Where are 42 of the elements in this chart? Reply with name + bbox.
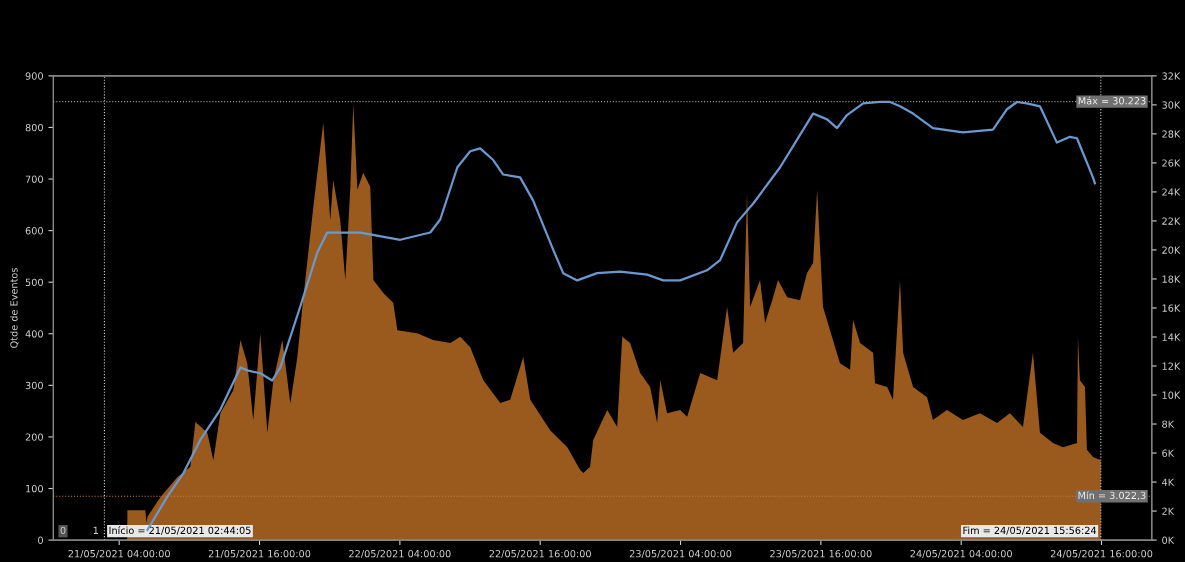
x-tick-label: 22/05/2021 16:00:00 (489, 549, 591, 559)
x-tick-label: 24/05/2021 04:00:00 (910, 549, 1012, 559)
x-tick-label: 22/05/2021 04:00:00 (349, 549, 451, 559)
y-tick-label: 600 (25, 227, 43, 235)
y2-tick-label: 18K (1162, 275, 1181, 283)
y-tick-label: 300 (25, 381, 43, 390)
y-tick-label: 900 (25, 72, 43, 80)
y-tick-label: 0 (38, 536, 43, 544)
y2-tick-label: 26K (1162, 159, 1181, 167)
y2-tick-label: 14K (1162, 333, 1181, 341)
y2-tick-label: 16K (1162, 304, 1181, 312)
y2-tick-label: 12K (1162, 362, 1181, 370)
annotation: 0 (60, 526, 66, 535)
x-tick-label: 21/05/2021 04:00:00 (68, 549, 170, 559)
y2-tick-label: 6K (1162, 449, 1175, 457)
ref-line-label: Máx = 30.223 (1078, 96, 1146, 105)
y2-tick-label: 2K (1162, 507, 1175, 515)
y2-tick-label: 24K (1162, 188, 1181, 196)
x-tick-label: 23/05/2021 04:00:00 (629, 549, 732, 559)
ref-line-label: Mín = 3.022,3 (1078, 491, 1146, 501)
y-tick-label: 800 (25, 123, 43, 132)
x-tick-label: 23/05/2021 16:00:00 (770, 549, 872, 559)
y-axis-title: Qtde de Eventos (10, 268, 19, 348)
y2-tick-label: 10K (1162, 391, 1181, 399)
x-tick-label: 21/05/2021 16:00:00 (208, 549, 311, 559)
ref-line-label: Início = 21/05/2021 02:44:05 (109, 526, 251, 535)
y2-tick-label: 32K (1162, 72, 1181, 80)
y-tick-label: 200 (25, 433, 43, 441)
y2-tick-label: 8K (1162, 420, 1175, 428)
y-tick-label: 500 (25, 278, 43, 287)
annotation: 1 (93, 526, 98, 534)
y2-tick-label: 28K (1162, 130, 1181, 138)
y-tick-label: 400 (25, 330, 43, 338)
y2-tick-label: 30K (1162, 101, 1181, 109)
y2-tick-label: 22K (1162, 217, 1181, 225)
x-tick-label: 24/05/2021 16:00:00 (1050, 549, 1153, 559)
y2-tick-label: 0K (1162, 536, 1175, 544)
y2-tick-label: 4K (1162, 478, 1175, 486)
y-tick-label: 100 (26, 484, 43, 493)
ref-line-label: Fim = 24/05/2021 15:56:24 (963, 526, 1097, 535)
y-tick-label: 700 (25, 175, 43, 183)
y2-tick-label: 20K (1162, 246, 1181, 254)
